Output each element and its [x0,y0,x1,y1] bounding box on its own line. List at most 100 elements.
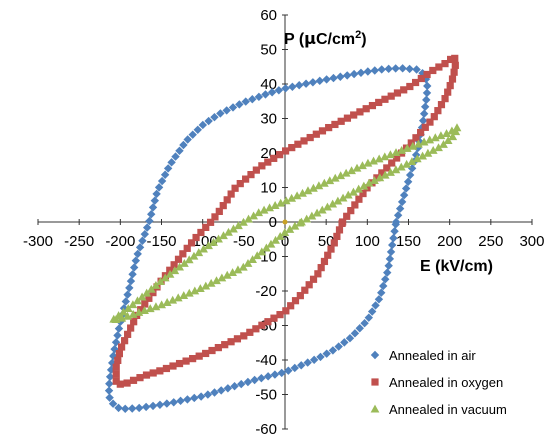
data-point-triangle [419,137,429,146]
data-point-diamond [263,372,273,381]
data-point-triangle [254,208,264,217]
data-point-diamond [345,334,355,343]
data-point-triangle [234,221,243,230]
data-point-triangle [281,196,291,205]
data-point-triangle [222,270,232,279]
data-point-square [252,325,260,333]
data-point-triangle [224,227,233,236]
data-point-square [388,159,396,167]
data-point-diamond [140,229,150,239]
data-point-square [219,202,227,210]
data-point-square [347,207,355,215]
data-point-square [223,196,231,204]
data-point-diamond [121,404,130,413]
data-point-square [123,379,131,387]
data-point-diamond [389,233,398,243]
data-point-diamond [367,307,377,316]
data-point-triangle [184,288,194,297]
data-point-triangle [325,176,335,185]
data-point-square [309,275,318,283]
data-point-square [448,75,457,83]
data-point-triangle [303,186,313,195]
data-point-triangle [302,214,312,223]
data-point-triangle [170,266,180,275]
data-point-diamond [261,90,270,99]
data-point-square [368,101,377,110]
data-point-diamond [109,351,118,361]
data-point-diamond [384,64,393,74]
data-point-square [174,255,183,263]
data-point-diamond [277,368,286,378]
data-point-diamond [422,88,432,98]
data-point-triangle [323,202,332,211]
data-point-diamond [377,288,386,297]
y-axis-title-mu: μ [304,29,316,48]
data-point-square [359,189,367,198]
data-point-triangle [165,269,175,278]
data-point-square [264,158,272,166]
data-point-diamond [110,344,119,354]
data-point-square [130,318,138,326]
data-point-triangle [363,158,373,167]
data-point-square [149,369,157,377]
data-point-diamond [167,158,176,167]
data-point-triangle [173,293,183,302]
data-point-square [435,63,443,71]
data-point-diamond [114,324,124,333]
data-point-triangle [123,304,133,312]
data-point-triangle [229,224,238,233]
data-point-diamond [250,375,259,385]
data-point-diamond [419,109,429,118]
data-point-square [411,78,420,87]
data-point-diamond [228,103,238,112]
data-point-triangle [375,173,385,182]
data-point-square [281,147,290,155]
data-point-triangle [285,224,295,233]
data-point-triangle [204,241,213,250]
data-point-square [202,223,210,232]
data-point-square [202,349,210,358]
data-point-diamond [391,64,400,73]
data-point-square [124,330,132,338]
data-point-square [378,169,386,177]
x-tick-label: 300 [519,233,544,250]
data-point-square [252,166,260,174]
data-point-triangle [265,203,275,212]
data-point-triangle [452,123,462,132]
data-point-diamond [407,164,417,173]
data-point-triangle [259,205,269,214]
data-point-triangle [209,237,218,246]
data-point-square [206,218,215,226]
data-point-triangle [276,198,286,207]
data-point-square [294,140,302,148]
data-point-triangle [287,193,297,202]
data-point-diamond [343,71,352,80]
data-point-diamond [257,373,266,383]
data-point-square [421,123,429,131]
data-point-square [406,82,414,91]
data-point-diamond [210,388,219,397]
data-point-triangle [364,178,374,187]
y-axis-title-unit: C/cm [316,31,355,48]
y-tick-label: 60 [260,7,277,24]
data-point-diamond [301,79,311,88]
data-point-square [429,66,437,75]
data-point-triangle [137,292,147,301]
data-point-square [264,318,272,326]
data-point-diamond [374,295,384,304]
data-point-triangle [402,143,412,152]
data-point-diamond [125,283,134,293]
data-point-triangle [436,131,446,140]
data-point-diamond [303,358,312,367]
data-point-diamond [105,372,115,381]
data-point-diamond [154,183,164,192]
data-point-square [114,356,122,365]
data-point-triangle [338,193,348,202]
data-point-diamond [150,196,160,205]
data-point-square [282,307,290,315]
data-point-square [287,302,295,310]
series-diamond [104,64,432,413]
data-point-square [451,61,459,69]
data-point-diamond [328,346,338,355]
data-point-square [355,195,363,203]
